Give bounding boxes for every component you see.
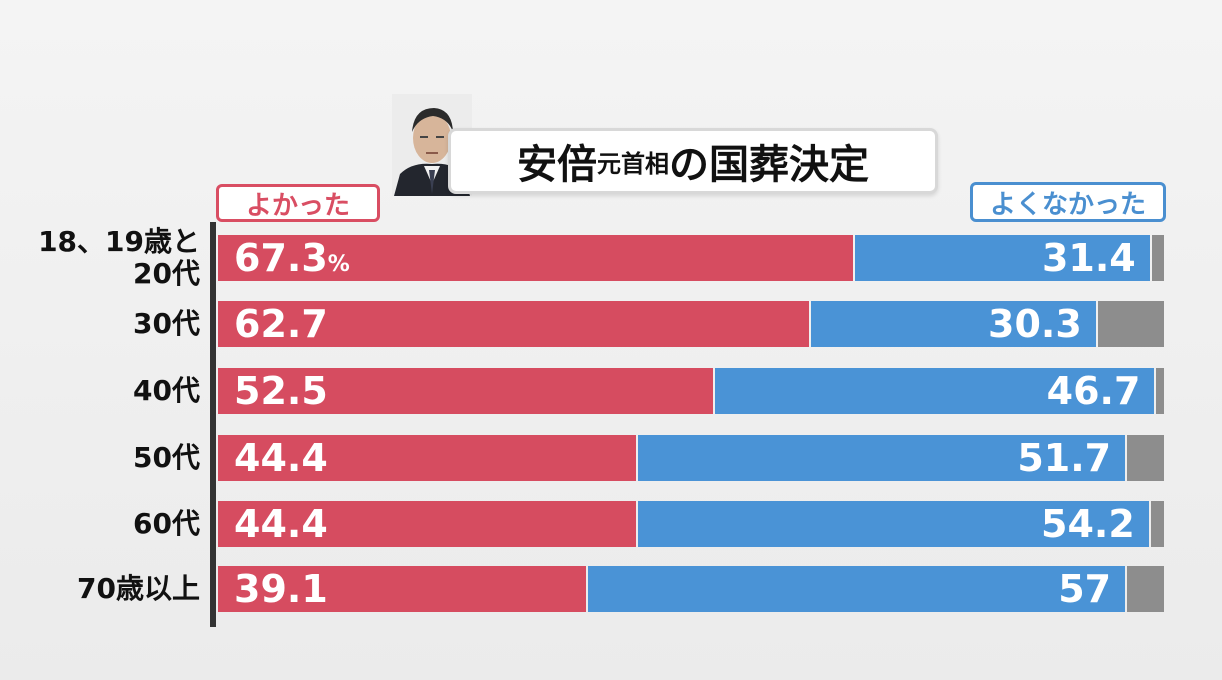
value-label-good: 62.7 bbox=[234, 302, 328, 346]
legend-good: よかった bbox=[216, 184, 380, 222]
bar-good bbox=[218, 566, 586, 612]
row-label: 60代 bbox=[133, 507, 200, 540]
value-label-good: 44.4 bbox=[234, 436, 328, 480]
value-label-bad: 46.7 bbox=[1046, 369, 1141, 413]
bar-good bbox=[218, 501, 637, 547]
bar-other bbox=[1097, 301, 1164, 347]
bar-bad bbox=[714, 368, 1155, 414]
value-label-good: 52.5 bbox=[234, 369, 328, 413]
bar-other bbox=[1156, 368, 1164, 414]
value-label-good: 67.3% bbox=[234, 236, 350, 280]
bar-other bbox=[1127, 566, 1164, 612]
bar-bad bbox=[854, 235, 1150, 281]
row-label: 50代 bbox=[133, 441, 200, 474]
value-label-good: 39.1 bbox=[234, 567, 328, 611]
bar-other bbox=[1150, 501, 1164, 547]
title-part-1: 安倍 bbox=[517, 142, 597, 188]
bar-bad bbox=[811, 301, 1096, 347]
title-part-3: の国葬決定 bbox=[669, 142, 869, 188]
bar-good bbox=[218, 435, 637, 481]
value-label-bad: 57 bbox=[1058, 567, 1112, 611]
bar-good bbox=[218, 301, 810, 347]
bar-bad bbox=[638, 435, 1126, 481]
bar-good bbox=[218, 235, 853, 281]
value-label-bad: 54.2 bbox=[1041, 502, 1135, 546]
value-label-bad: 51.7 bbox=[1017, 436, 1112, 480]
value-label-bad: 31.4 bbox=[1041, 236, 1136, 280]
row-label: 30代 bbox=[133, 307, 200, 340]
legend-bad: よくなかった bbox=[970, 182, 1166, 222]
title-part-2: 元首相 bbox=[597, 149, 669, 178]
y-axis-line bbox=[210, 222, 216, 627]
value-label-bad: 30.3 bbox=[988, 302, 1082, 346]
bar-good bbox=[218, 368, 713, 414]
bar-other bbox=[1127, 435, 1164, 481]
percent-unit: % bbox=[327, 252, 350, 277]
bar-bad bbox=[587, 566, 1126, 612]
bar-other bbox=[1151, 235, 1164, 281]
value-label-good: 44.4 bbox=[234, 502, 328, 546]
chart-title: 安倍 元首相 の国葬決定 bbox=[448, 128, 938, 194]
row-label: 70歳以上 bbox=[77, 572, 200, 605]
row-label: 18、19歳と 20代 bbox=[38, 225, 200, 290]
bar-bad bbox=[638, 501, 1149, 547]
row-label: 40代 bbox=[133, 374, 200, 407]
